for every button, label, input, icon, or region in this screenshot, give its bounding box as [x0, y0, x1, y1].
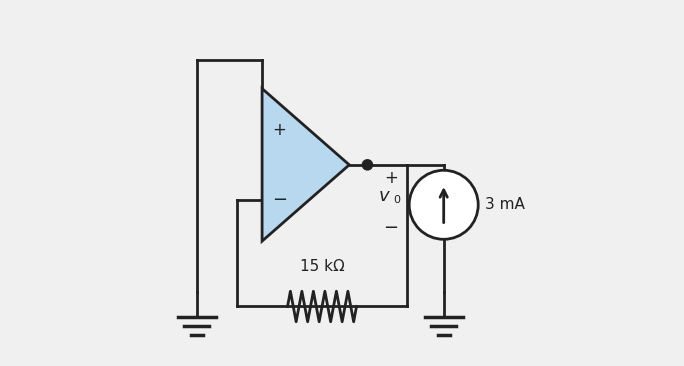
Circle shape	[409, 170, 478, 239]
Text: 15 kΩ: 15 kΩ	[300, 259, 345, 274]
Text: v: v	[378, 187, 389, 205]
Text: −: −	[384, 219, 399, 238]
Circle shape	[363, 160, 373, 170]
Text: +: +	[384, 169, 398, 187]
Text: −: −	[272, 191, 287, 209]
Text: +: +	[273, 121, 287, 139]
Text: 0: 0	[393, 195, 400, 205]
Polygon shape	[262, 89, 350, 241]
Text: 3 mA: 3 mA	[486, 197, 525, 212]
